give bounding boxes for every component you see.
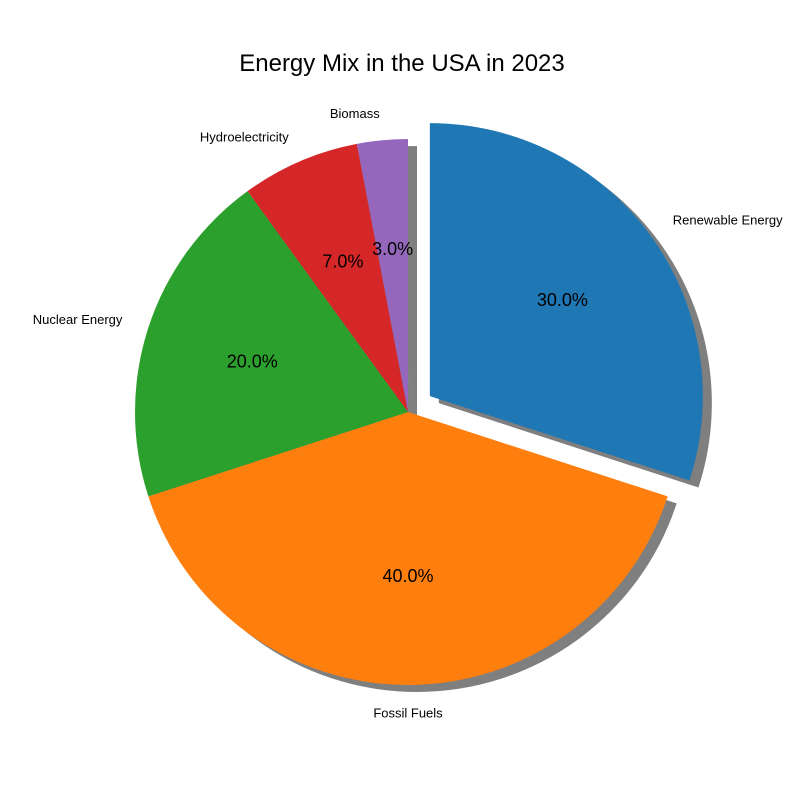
chart-title: Energy Mix in the USA in 2023: [239, 50, 565, 77]
pie-slice-nuclear-energy: [135, 191, 408, 497]
slice-label-biomass: Biomass: [330, 106, 380, 121]
slice-percent-hydroelectricity: 7.0%: [322, 252, 363, 272]
pie-slice-renewable-energy: [429, 123, 703, 481]
pie-slice-biomass: [356, 139, 408, 412]
slice-percent-fossil-fuels: 40.0%: [382, 566, 433, 586]
slice-label-fossil-fuels: Fossil Fuels: [373, 705, 443, 720]
slice-label-hydroelectricity: Hydroelectricity: [200, 129, 289, 144]
label-layer: Renewable Energy 30.0% Fossil Fuels 40.0% Nu…: [33, 106, 783, 720]
slice-label-renewable-energy: Renewable Energy: [673, 213, 783, 228]
slice-layer: [135, 123, 703, 686]
slice-percent-nuclear-energy: 20.0%: [227, 351, 278, 371]
slice-percent-biomass: 3.0%: [372, 239, 413, 259]
slice-label-nuclear-energy: Nuclear Energy: [33, 312, 123, 327]
slice-percent-renewable-energy: 30.0%: [537, 290, 588, 310]
pie-slice-hydroelectricity: [247, 143, 408, 413]
pie-slice-fossil-fuels: [148, 412, 668, 686]
